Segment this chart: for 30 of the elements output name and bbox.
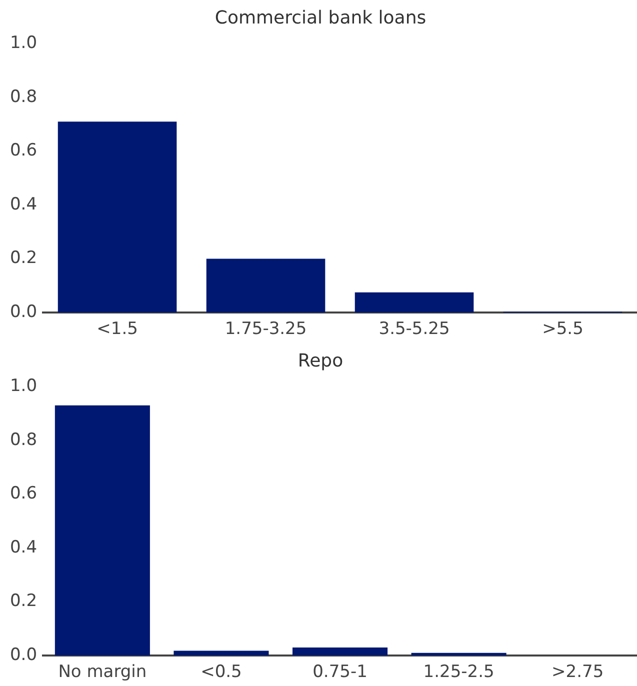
x-tick-label: >5.5 bbox=[542, 319, 584, 340]
y-tick-label: 1.0 bbox=[10, 33, 38, 54]
bar bbox=[292, 648, 388, 656]
bar bbox=[54, 405, 150, 656]
y-tick-label: 0.6 bbox=[10, 140, 38, 161]
y-tick-label: 0.4 bbox=[10, 194, 38, 214]
y-tick-label: 0.0 bbox=[10, 302, 38, 322]
chart-title: Commercial bank loans bbox=[214, 7, 426, 28]
y-tick-label: 0.2 bbox=[10, 248, 38, 268]
chart-title: Repo bbox=[298, 350, 344, 372]
x-tick-label: No margin bbox=[58, 662, 147, 682]
x-tick-label: <0.5 bbox=[200, 662, 242, 682]
y-tick-label: 0.8 bbox=[10, 430, 38, 450]
y-tick-label: 1.0 bbox=[10, 376, 38, 396]
bar bbox=[206, 258, 326, 313]
x-tick-label: 3.5-5.25 bbox=[378, 319, 450, 340]
x-tick-label: 1.25-2.5 bbox=[423, 662, 494, 682]
x-tick-label: <1.5 bbox=[96, 319, 138, 340]
bar bbox=[58, 122, 177, 313]
x-tick-label: 1.75-3.25 bbox=[224, 319, 307, 340]
y-tick-label: 0.2 bbox=[10, 591, 38, 612]
y-tick-label: 0.8 bbox=[10, 86, 38, 107]
bar bbox=[411, 652, 506, 656]
y-tick-label: 0.0 bbox=[10, 645, 38, 666]
x-tick-label: >2.75 bbox=[552, 662, 604, 682]
bar bbox=[174, 650, 269, 656]
x-tick-label: 0.75-1 bbox=[312, 662, 368, 682]
y-tick-label: 0.4 bbox=[10, 537, 38, 558]
bar bbox=[354, 292, 474, 313]
y-tick-label: 0.6 bbox=[10, 484, 38, 504]
